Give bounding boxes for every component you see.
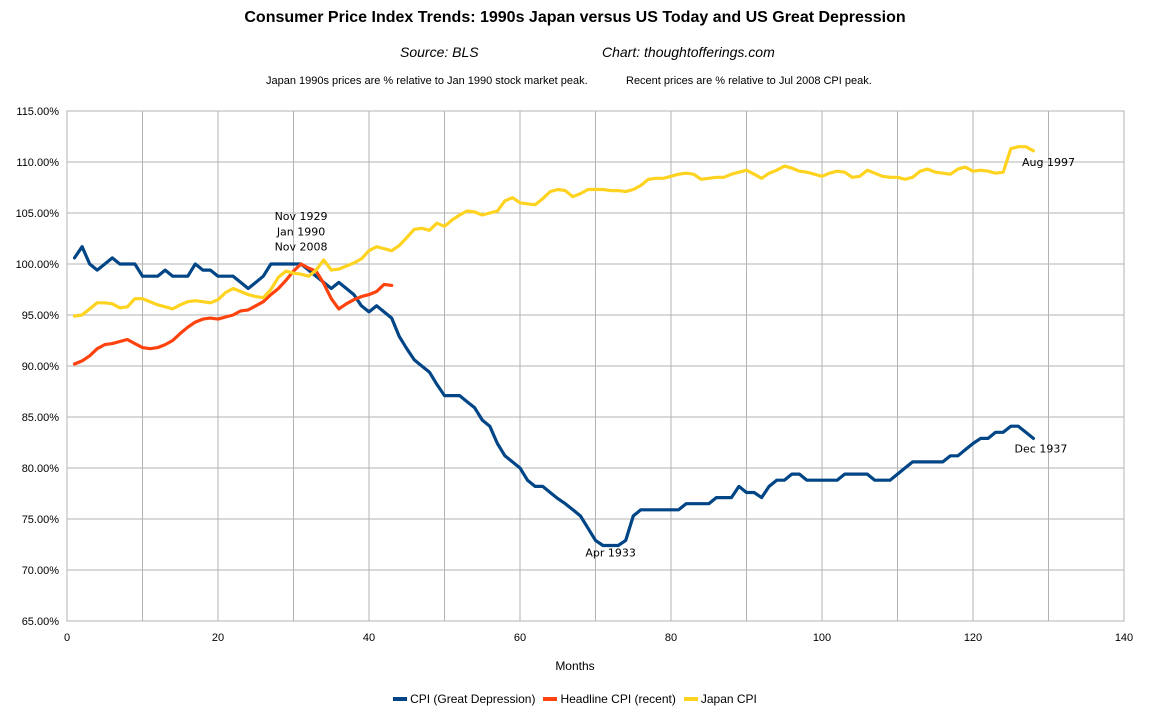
y-tick-label: 105.00%: [16, 208, 60, 220]
legend-item-headline-cpi: Headline CPI (recent): [543, 692, 676, 706]
y-tick-label: 95.00%: [22, 310, 60, 322]
y-tick-label: 85.00%: [22, 412, 60, 424]
legend-item-great-depression: CPI (Great Depression): [393, 692, 535, 706]
y-tick-label: 75.00%: [22, 514, 60, 526]
x-tick-label: 120: [964, 632, 982, 644]
chart-title: Consumer Price Index Trends: 1990s Japan…: [244, 9, 906, 26]
annotation-label: Apr 1933: [585, 547, 636, 560]
x-tick-label: 100: [813, 632, 831, 644]
x-axis: 0 20 40 60 80 100 120 140: [64, 632, 1133, 644]
note-japan: Japan 1990s prices are % relative to Jan…: [266, 75, 588, 87]
y-tick-label: 90.00%: [22, 361, 60, 373]
annotation-label: Nov 1929: [275, 210, 328, 223]
note-recent: Recent prices are % relative to Jul 2008…: [626, 75, 872, 87]
legend-label: Japan CPI: [700, 692, 757, 706]
y-tick-label: 110.00%: [16, 157, 59, 169]
x-tick-label: 140: [1115, 632, 1133, 644]
legend-swatch: [683, 697, 698, 701]
legend-swatch: [543, 697, 558, 701]
y-tick-label: 65.00%: [22, 616, 60, 628]
x-tick-label: 80: [665, 632, 677, 644]
y-tick-label: 100.00%: [16, 259, 60, 271]
source-label: Source: BLS: [400, 44, 479, 60]
legend-label: CPI (Great Depression): [410, 692, 536, 706]
annotations: Nov 1929 Jan 1990 Nov 2008 Apr 1933 Aug 1997…: [275, 156, 1075, 560]
x-tick-label: 40: [363, 632, 375, 644]
series-lines: [72, 145, 1036, 548]
y-tick-label: 70.00%: [22, 565, 60, 577]
legend: CPI (Great Depression) Headline CPI (rec…: [0, 692, 1150, 706]
x-axis-label: Months: [555, 659, 594, 673]
annotation-label: Aug 1997: [1022, 156, 1075, 169]
annotation-label: Dec 1937: [1015, 443, 1068, 456]
grid: [66, 110, 1125, 622]
x-tick-label: 20: [212, 632, 224, 644]
series-line-1: [72, 262, 394, 366]
legend-label: Headline CPI (recent): [560, 692, 676, 706]
x-tick-label: 60: [514, 632, 526, 644]
annotation-label: Jan 1990: [276, 225, 325, 238]
legend-swatch: [393, 697, 408, 701]
series-line-2: [72, 145, 1036, 318]
annotation-label: Nov 2008: [275, 241, 328, 254]
x-tick-label: 0: [64, 632, 70, 644]
series-line-0: [72, 245, 1036, 548]
legend-item-japan-cpi: Japan CPI: [683, 692, 757, 706]
y-axis: 65.00% 70.00% 75.00% 80.00% 85.00% 90.00% 95.0…: [16, 106, 60, 628]
credit-label: Chart: thoughtofferings.com: [602, 44, 775, 60]
y-tick-label: 80.00%: [22, 463, 60, 475]
y-tick-label: 115.00%: [16, 106, 59, 118]
